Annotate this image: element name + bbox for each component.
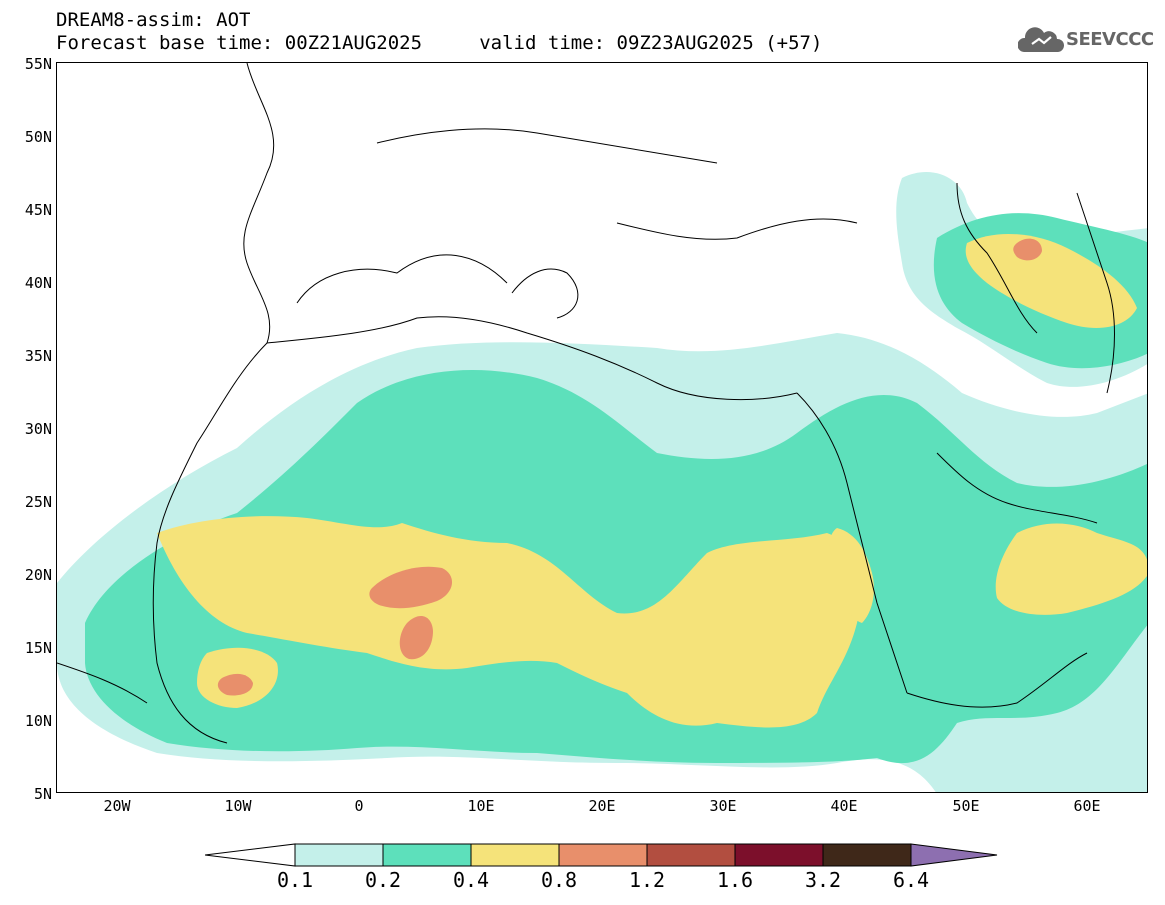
lat-label-40n: 40N — [24, 274, 52, 292]
colorbar-label-0-8: 0.8 — [540, 868, 578, 892]
colorbar-cell-4 — [646, 843, 736, 867]
colorbar-label-6-4: 6.4 — [892, 868, 930, 892]
lon-label-40e: 40E — [830, 797, 858, 815]
lat-label-30n: 30N — [24, 420, 52, 438]
aot-colorbar — [205, 843, 998, 867]
colorbar-cell-0 — [294, 843, 384, 867]
lat-label-20n: 20N — [24, 566, 52, 584]
colorbar-label-1-6: 1.6 — [716, 868, 754, 892]
lat-label-55n: 55N — [24, 55, 52, 73]
lat-label-35n: 35N — [24, 347, 52, 365]
colorbar-low-arrow — [205, 843, 296, 867]
colorbar-cell-1 — [382, 843, 472, 867]
lon-label-30e: 30E — [709, 797, 737, 815]
lon-label-10w: 10W — [224, 797, 252, 815]
lat-label-5n: 5N — [33, 785, 52, 803]
lat-label-45n: 45N — [24, 201, 52, 219]
colorbar-high-arrow — [910, 843, 998, 867]
colorbar-cell-5 — [734, 843, 824, 867]
aot-field-map — [57, 63, 1147, 792]
colorbar-label-0-1: 0.1 — [276, 868, 314, 892]
colorbar-label-0-4: 0.4 — [452, 868, 490, 892]
map-title: DREAM8-assim: AOT — [56, 9, 251, 31]
lon-label-10e: 10E — [467, 797, 495, 815]
cloud-logo-icon — [1018, 27, 1064, 52]
lat-label-25n: 25N — [24, 493, 52, 511]
forecast-time-subtitle: Forecast base time: 00Z21AUG2025 valid t… — [56, 32, 823, 54]
aot-band-0-8 — [217, 238, 1042, 696]
aot-band-0-4 — [157, 233, 1147, 728]
lat-label-10n: 10N — [24, 712, 52, 730]
lat-label-50n: 50N — [24, 128, 52, 146]
lon-label-20w: 20W — [103, 797, 131, 815]
lon-label-20e: 20E — [588, 797, 616, 815]
lon-label-60e: 60E — [1073, 797, 1101, 815]
lat-label-15n: 15N — [24, 639, 52, 657]
coastlines — [57, 63, 1115, 744]
map-area — [56, 62, 1148, 793]
lon-label-50e: 50E — [952, 797, 980, 815]
colorbar-label-0-2: 0.2 — [364, 868, 402, 892]
seevccc-logo: SEEVCCC — [1018, 22, 1158, 58]
colorbar-label-3-2: 3.2 — [804, 868, 842, 892]
logo-text: SEEVCCC — [1066, 29, 1154, 50]
colorbar-cell-2 — [470, 843, 560, 867]
lon-label-0: 0 — [354, 797, 364, 815]
colorbar-label-1-2: 1.2 — [628, 868, 666, 892]
colorbar-cell-6 — [822, 843, 912, 867]
colorbar-cell-3 — [558, 843, 648, 867]
